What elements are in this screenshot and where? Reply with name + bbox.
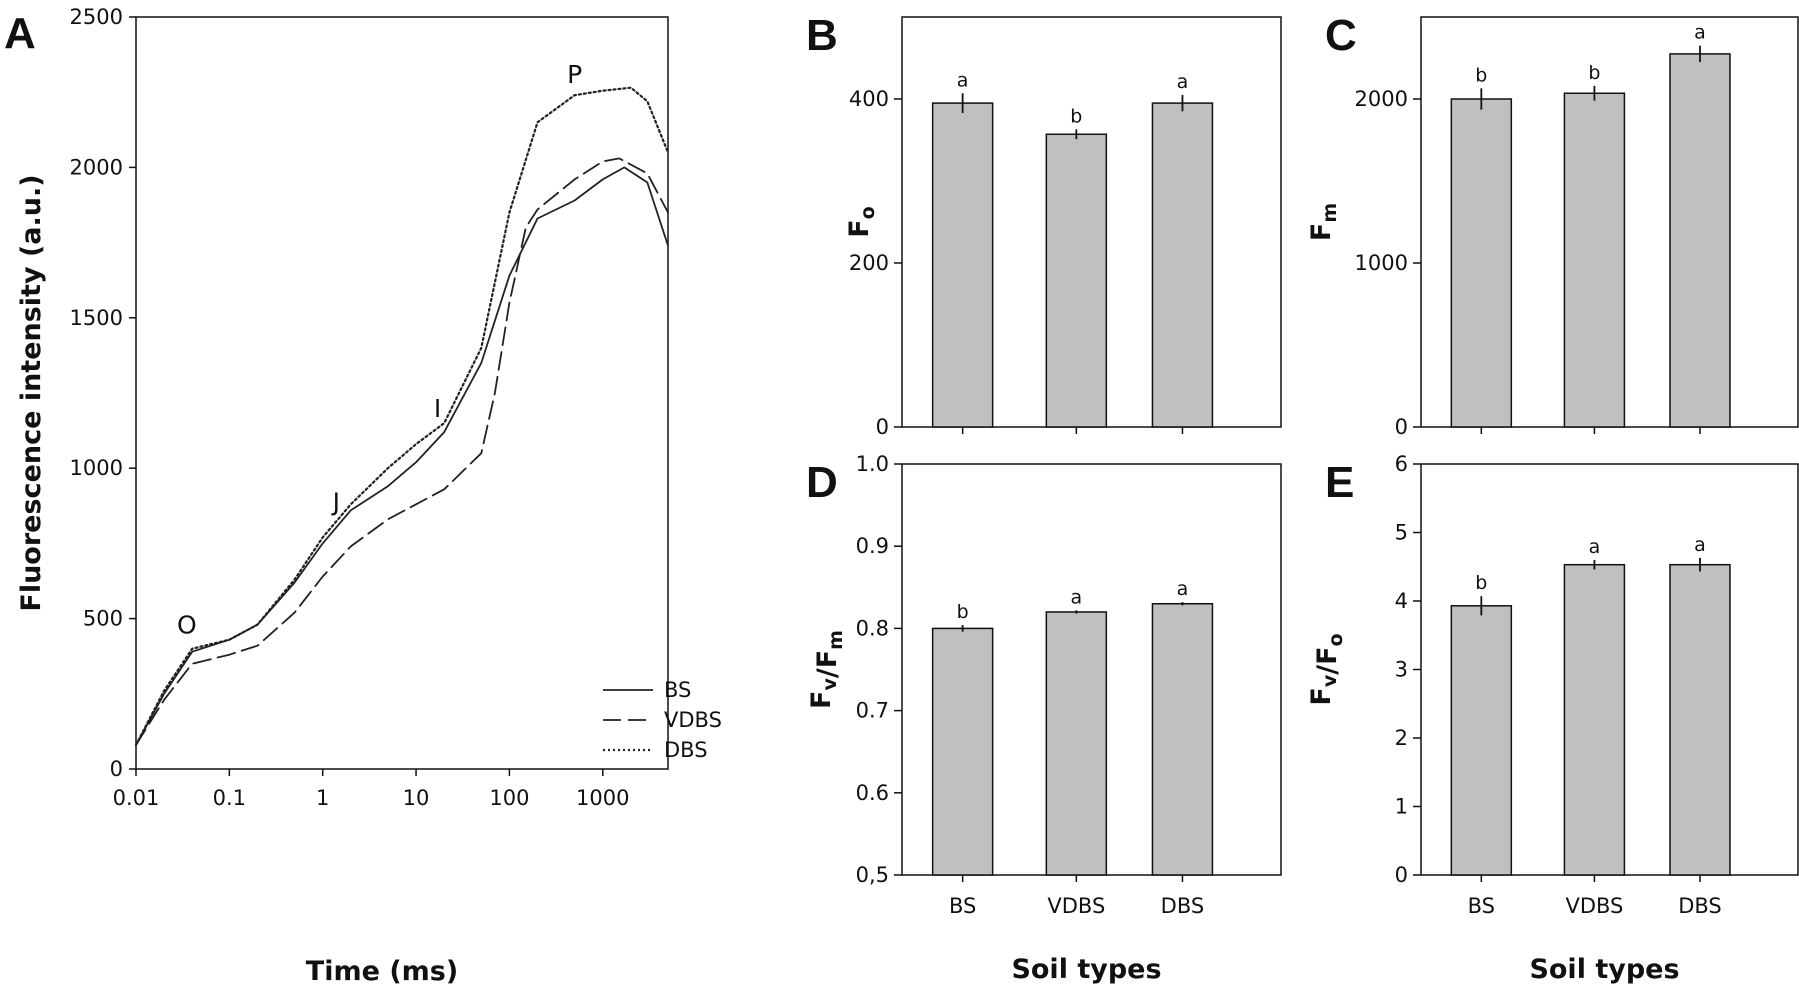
x-tick-label-a: 1 <box>316 786 329 810</box>
bar-e-bs <box>1450 605 1513 876</box>
panel-label-e: E <box>1325 458 1354 507</box>
y-tick-label-d: 0.8 <box>856 616 889 640</box>
x-tick-label-a: 0.1 <box>213 786 246 810</box>
bar-e-vdbs <box>1563 563 1626 876</box>
y-tick-label-a: 1500 <box>70 306 123 330</box>
y-axis-title-a: Fluorescence intensity (a.u.) <box>16 174 47 611</box>
panel-label-a: A <box>4 9 36 58</box>
bar-c-dbs <box>1669 53 1731 428</box>
bar-b-bs <box>931 102 994 428</box>
y-tick-label-a: 2500 <box>70 5 123 29</box>
panel-label-d: D <box>806 458 838 507</box>
legend-a: BS VDBS DBS <box>603 678 722 762</box>
x-tick-label-a: 0.01 <box>113 786 160 810</box>
phase-label-i: I <box>434 394 441 423</box>
x-axis-title-d: Soil types <box>1011 954 1161 985</box>
bar-e-dbs <box>1669 563 1731 876</box>
x-axis-title-e: Soil types <box>1529 954 1679 985</box>
significance-letter-c-vdbs: b <box>1588 62 1600 84</box>
y-tick-label-e: 1 <box>1395 795 1408 819</box>
x-tick-label-a: 1000 <box>576 786 629 810</box>
significance-letter-b-dbs: a <box>1177 71 1189 93</box>
significance-letter-e-vdbs: a <box>1589 536 1601 558</box>
bar-b-vdbs <box>1045 133 1108 428</box>
panel-e: 0 1 2 3 4 5 6 b BS a VDBS a DBS Fv/Fo Soil types E <box>1306 452 1799 985</box>
y-tick-label-d: 1.0 <box>856 452 889 476</box>
bar-d-vdbs <box>1045 611 1108 876</box>
y-tick-label-d: 0.9 <box>856 534 889 558</box>
panel-b: 0 200 400 a b a Fo B <box>806 11 1282 439</box>
legend-label-vdbs: VDBS <box>664 708 722 732</box>
y-tick-label-e: 0 <box>1395 863 1408 887</box>
y-tick-label-b: 0 <box>876 415 889 439</box>
y-axis-title-b: Fo <box>844 206 879 238</box>
y-axis-title-c: Fm <box>1306 203 1341 241</box>
significance-letter-b-bs: a <box>957 69 969 91</box>
panel-label-b: B <box>806 11 838 60</box>
panel-a: 0 500 1000 1500 2000 2500 0.01 0.1 1 10 100 1000 O J I… <box>4 5 722 987</box>
x-axis-title-a: Time (ms) <box>306 956 458 987</box>
y-tick-label-d: 0.6 <box>856 781 889 805</box>
series-line-vdbs <box>135 157 669 746</box>
x-tick-label-e: VDBS <box>1565 894 1623 918</box>
significance-letter-d-dbs: a <box>1177 578 1189 600</box>
phase-label-p: P <box>567 60 582 89</box>
x-tick-label-e: BS <box>1468 894 1495 918</box>
bar-c-vdbs <box>1563 92 1626 428</box>
panel-label-c: C <box>1325 11 1357 60</box>
significance-letter-d-vdbs: a <box>1071 586 1083 608</box>
phase-label-o: O <box>177 611 197 640</box>
series-line-dbs <box>134 86 670 746</box>
x-tick-label-a: 100 <box>489 786 529 810</box>
y-tick-label-a: 500 <box>83 607 123 631</box>
x-tick-label-d: DBS <box>1161 894 1205 918</box>
y-tick-label-e: 2 <box>1395 726 1408 750</box>
y-tick-label-a: 2000 <box>70 155 123 179</box>
significance-letter-d-bs: b <box>957 601 969 623</box>
significance-letter-c-dbs: a <box>1694 22 1706 44</box>
significance-letter-e-dbs: a <box>1694 534 1706 556</box>
panel-c: 0 1000 2000 b b a Fm C <box>1306 11 1799 439</box>
x-tick-label-d: BS <box>949 894 976 918</box>
significance-letter-c-bs: b <box>1475 64 1487 86</box>
bar-b-dbs <box>1151 102 1214 428</box>
y-tick-label-b: 200 <box>849 251 889 275</box>
y-tick-label-a: 1000 <box>70 456 123 480</box>
y-tick-label-e: 5 <box>1395 521 1408 545</box>
x-tick-label-a: 10 <box>403 786 430 810</box>
phase-label-j: J <box>331 487 340 516</box>
y-tick-label-c: 0 <box>1395 415 1408 439</box>
x-tick-label-e: DBS <box>1678 894 1722 918</box>
legend-label-dbs: DBS <box>664 738 708 762</box>
y-tick-label-d: 0.7 <box>856 699 889 723</box>
y-tick-label-c: 2000 <box>1355 87 1408 111</box>
y-tick-label-c: 1000 <box>1355 251 1408 275</box>
y-tick-label-e: 6 <box>1395 452 1408 476</box>
y-axis-title-d: Fv/Fm <box>806 630 847 709</box>
bar-c-bs <box>1450 98 1513 428</box>
y-tick-label-b: 400 <box>849 87 889 111</box>
bar-d-dbs <box>1151 602 1214 876</box>
bar-d-bs <box>931 627 994 876</box>
y-tick-label-e: 3 <box>1395 658 1408 682</box>
y-tick-label-a: 0 <box>110 757 123 781</box>
y-axis-title-e: Fv/Fo <box>1306 633 1347 705</box>
x-tick-label-d: VDBS <box>1047 894 1105 918</box>
y-tick-label-d: 0,5 <box>856 863 889 887</box>
y-tick-label-e: 4 <box>1395 589 1408 613</box>
plot-frame-a <box>135 16 669 770</box>
panel-d: 0,5 0.6 0.7 0.8 0.9 1.0 b BS a VDBS a DBS Fv/Fm Soil … <box>806 452 1282 985</box>
legend-label-bs: BS <box>664 678 691 702</box>
significance-letter-e-bs: b <box>1475 572 1487 594</box>
significance-letter-b-vdbs: b <box>1070 105 1082 127</box>
